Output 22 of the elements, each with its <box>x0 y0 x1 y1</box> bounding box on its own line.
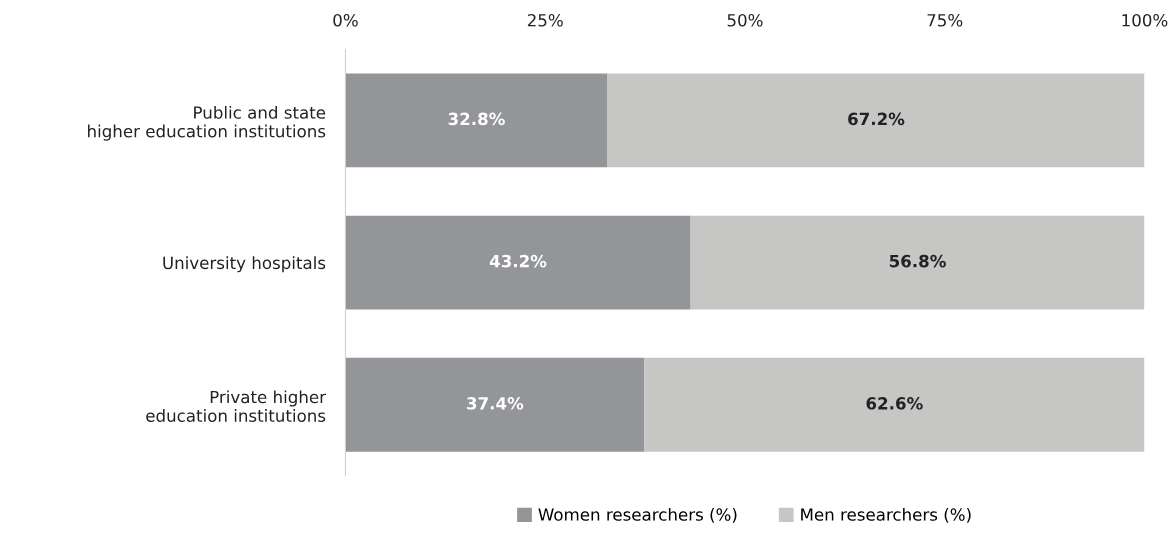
bar <box>345 73 608 168</box>
bar <box>690 215 1145 310</box>
data-label: 32.8% <box>448 112 505 126</box>
data-label: 56.8% <box>889 254 946 268</box>
y-tick-label: Private higher education institutions <box>146 390 327 422</box>
x-tick-label: 100% <box>1122 13 1168 27</box>
bar <box>607 73 1145 168</box>
bar <box>644 357 1145 452</box>
legend-label: Women researchers (%) <box>538 507 737 523</box>
legend-label: Men researchers (%) <box>801 507 971 523</box>
x-tick-label: 0% <box>333 13 358 27</box>
bar <box>345 215 691 310</box>
x-tick-label: 50% <box>727 13 763 27</box>
data-label: 67.2% <box>848 112 905 126</box>
y-tick-label: University hospitals <box>163 256 326 273</box>
data-label: 37.4% <box>467 397 524 410</box>
x-tick-label: 25% <box>527 13 563 27</box>
bar <box>345 357 645 452</box>
x-tick-label: 75% <box>927 13 963 27</box>
y-tick-label: Public and state higher education institutions <box>88 105 326 141</box>
data-label: 43.2% <box>489 254 547 268</box>
data-label: 62.6% <box>866 397 923 410</box>
